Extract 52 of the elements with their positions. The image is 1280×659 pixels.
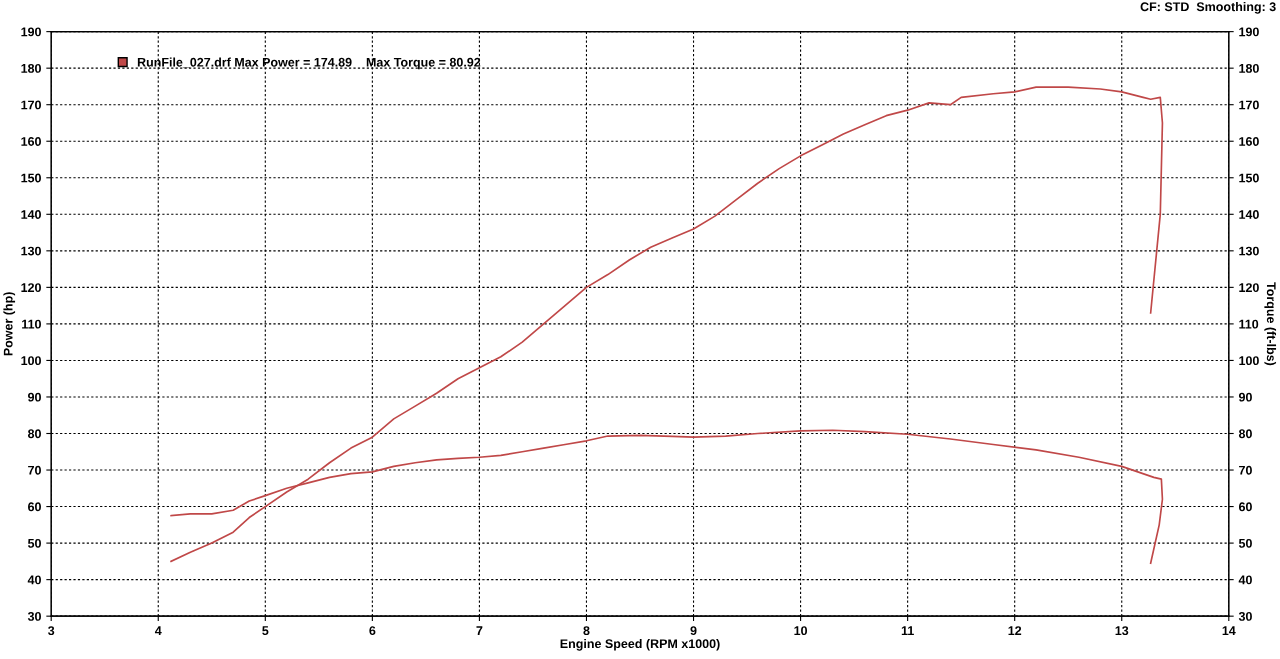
y2-tick-label: 60 xyxy=(1238,502,1252,512)
y2-tick-label: 50 xyxy=(1238,538,1252,548)
y2-tick-label: 140 xyxy=(1239,210,1259,219)
text: CF: STD Smoothing: 3 xyxy=(1140,1,1276,14)
x-tick-label: 11 xyxy=(901,626,914,635)
y-tick-label: 30 xyxy=(27,611,41,621)
y-axis-title: Power (hp) xyxy=(3,292,16,356)
y-tick-label: 150 xyxy=(21,173,41,183)
y-tick-label: 40 xyxy=(27,575,41,585)
x-tick-label: 14 xyxy=(1222,626,1236,635)
legend-label: RunFile_027.drf Max Power = 174.89 Max Torque = 80.92 xyxy=(137,57,481,70)
y2-tick-label: 170 xyxy=(1239,100,1259,110)
x-tick-label: 12 xyxy=(1008,626,1022,635)
y2-tick-label: 70 xyxy=(1239,465,1252,475)
x-axis-title: Engine Speed (RPM x1000) xyxy=(560,638,720,651)
y-tick-label: 60 xyxy=(28,502,41,512)
x-tick-label: 9 xyxy=(690,626,697,636)
x-tick-label: 6 xyxy=(369,626,376,636)
y-tick-label: 130 xyxy=(21,246,41,256)
y2-tick-label: 120 xyxy=(1239,283,1259,293)
y2-tick-label: 190 xyxy=(1239,27,1259,37)
x-tick-label: 13 xyxy=(1115,626,1129,636)
y-tick-label: 110 xyxy=(22,319,41,329)
y2-axis-title: Torque (ft-lbs) xyxy=(1264,282,1277,366)
y2-tick-label: 160 xyxy=(1239,137,1259,146)
y2-tick-label: 90 xyxy=(1238,392,1252,402)
y-tick-label: 90 xyxy=(28,392,41,402)
y2-tick-label: 40 xyxy=(1238,575,1252,585)
y2-tick-label: 80 xyxy=(1238,429,1252,439)
y-tick-label: 190 xyxy=(21,27,41,37)
y-tick-label: 140 xyxy=(21,210,41,219)
line-series xyxy=(170,86,1164,563)
y-tick-label: 170 xyxy=(21,100,41,110)
x-tick-label: 4 xyxy=(154,626,162,635)
x-tick-label: 8 xyxy=(583,626,590,636)
y2-tick-label: 30 xyxy=(1238,611,1252,621)
y2-tick-label: 100 xyxy=(1239,356,1259,366)
y2-tick-label: 130 xyxy=(1239,246,1259,256)
y2-tick-label: 110 xyxy=(1239,319,1259,329)
y2-tick-label: 150 xyxy=(1239,173,1259,183)
y2-tick-label: 180 xyxy=(1239,63,1259,73)
x-tick-label: 5 xyxy=(262,626,269,636)
y-tick-label: 50 xyxy=(27,538,41,548)
y-tick-label: 180 xyxy=(21,63,41,73)
y-tick-label: 160 xyxy=(21,137,41,146)
x-tick-label: 10 xyxy=(794,626,808,636)
y-tick-label: 80 xyxy=(27,429,41,439)
y-tick-label: 120 xyxy=(21,283,41,293)
x-tick-label: 7 xyxy=(476,626,483,635)
y-tick-label: 70 xyxy=(28,465,41,475)
y-tick-label: 100 xyxy=(21,356,41,366)
x-tick-label: 3 xyxy=(48,626,55,636)
